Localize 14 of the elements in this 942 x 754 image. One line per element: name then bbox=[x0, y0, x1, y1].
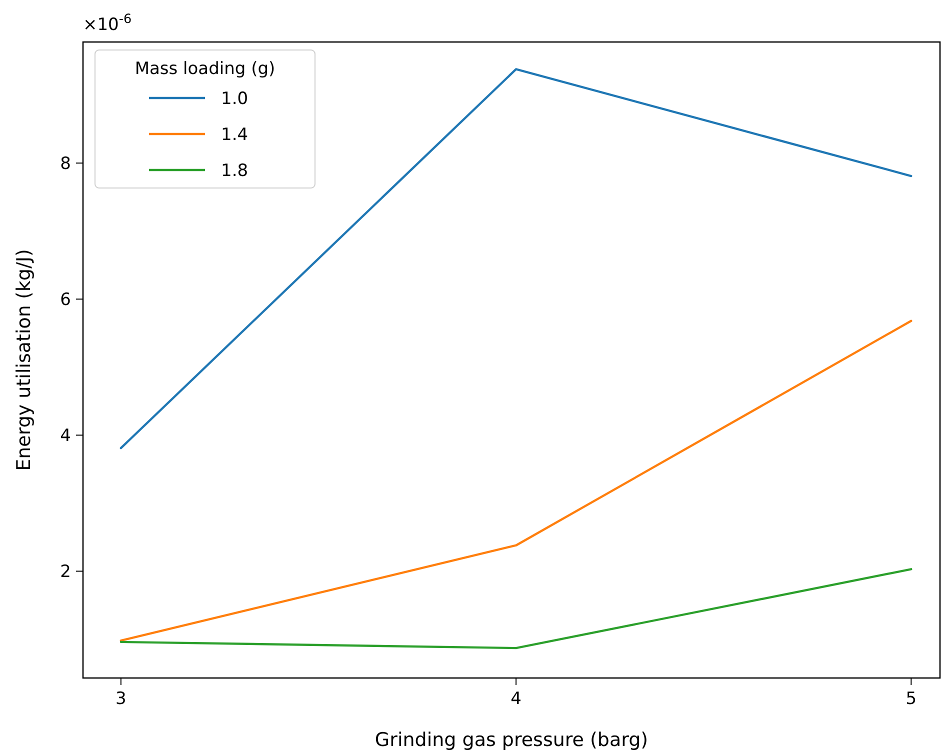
y-tick-label: 6 bbox=[60, 290, 71, 310]
y-tick-label: 4 bbox=[60, 426, 71, 446]
legend-label: 1.8 bbox=[221, 161, 248, 181]
x-tick-label: 4 bbox=[510, 689, 522, 709]
text: ×10$^{-6}$ bbox=[83, 12, 132, 35]
legend-label: 1.4 bbox=[221, 125, 248, 145]
y-axis-title: Energy utilisation (kg/J) bbox=[13, 249, 35, 471]
x-tick-label: 5 bbox=[906, 689, 917, 709]
legend-label: 1.0 bbox=[221, 89, 248, 109]
y-tick-label: 8 bbox=[60, 154, 71, 174]
legend-title: Mass loading (g) bbox=[134, 59, 276, 79]
x-axis-title: Grinding gas pressure (barg) bbox=[374, 729, 648, 751]
x-tick-label: 3 bbox=[116, 689, 126, 709]
y-tick-label: 2 bbox=[60, 562, 71, 582]
